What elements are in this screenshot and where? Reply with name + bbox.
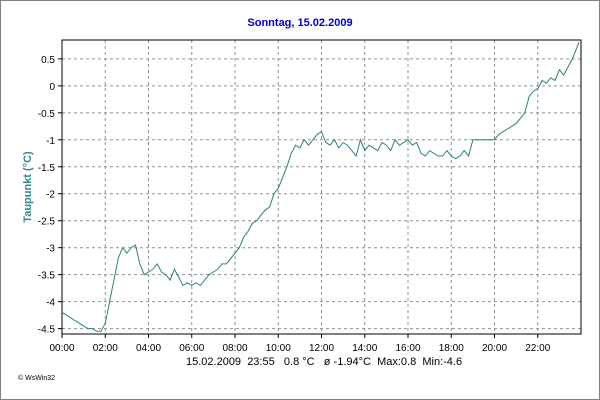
x-tick-label: 16:00 [395,343,420,354]
y-axis-ticks: 0.5 0 -0.5 -1 -1.5 -2 -2.5 -3 -3.5 -4 -4.5 [38,55,62,336]
y-tick-label: -3.5 [38,271,56,282]
y-tick-label: -4 [46,298,55,309]
software-credit: © WsWin32 [18,375,56,382]
x-tick-label: 06:00 [179,343,204,354]
x-tick-label: 08:00 [222,343,247,354]
y-tick-label: -2 [46,190,55,201]
x-tick-label: 02:00 [93,343,118,354]
y-tick-label: -0.5 [38,109,56,120]
x-tick-label: 00:00 [49,343,74,354]
summary-average: ø -1.94°C [323,356,371,368]
y-tick-label: -2.5 [38,217,56,228]
y-axis-label: Taupunkt (°C) [22,151,34,223]
x-tick-label: 18:00 [439,343,464,354]
dewpoint-series-line [61,42,580,332]
summary-date: 15.02.2009 [186,356,242,368]
summary-line: 15.02.2009 23:55 0.8 °C ø -1.94°C Max:0.… [186,356,462,368]
y-tick-label: -1 [46,136,55,147]
summary-current: 0.8 °C [283,356,315,368]
chart-title: Sonntag, 15.02.2009 [247,17,353,29]
x-axis-ticks: 00:00 02:00 04:00 06:00 08:00 10:00 12:00 14:00… [49,334,551,354]
x-tick-label: 12:00 [309,343,334,354]
summary-time: 23:55 [247,356,275,368]
x-tick-label: 14:00 [352,343,377,354]
x-tick-label: 20:00 [482,343,507,354]
y-tick-label: -1.5 [38,163,56,174]
y-tick-label: -3 [46,244,55,255]
x-tick-label: 10:00 [266,343,291,354]
y-tick-label: -4.5 [38,325,56,336]
summary-min: Min:-4.6 [422,356,463,368]
y-tick-label: 0.5 [41,55,55,66]
x-tick-label: 22:00 [525,343,550,354]
x-tick-label: 04:00 [136,343,161,354]
summary-max: Max:0.8 [377,356,417,368]
y-tick-label: 0 [49,82,55,93]
grid-lines [62,40,581,334]
